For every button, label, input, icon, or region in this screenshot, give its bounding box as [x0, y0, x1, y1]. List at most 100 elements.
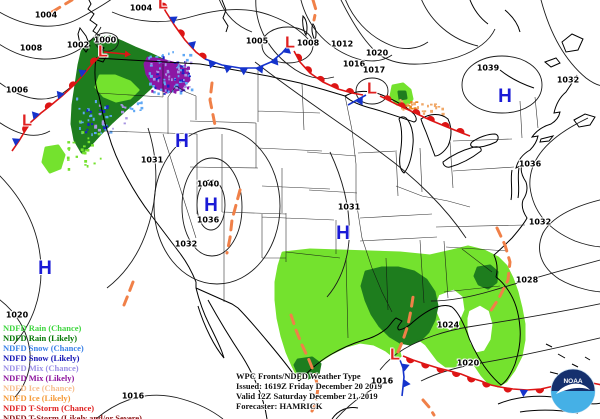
speckle-ice_chance: [441, 112, 445, 116]
speckle-snow_likely: [167, 84, 170, 88]
trough-line: [311, 0, 318, 22]
speckle-mix_chance: [155, 70, 158, 73]
low-pressure-symbol: L: [367, 80, 377, 98]
speckle-mix_chance: [185, 69, 189, 72]
cold-front-pip: [401, 363, 410, 372]
speckle-mix_chance: [184, 60, 187, 64]
pressure-label: 1039: [476, 63, 500, 73]
speckle-ice_chance: [406, 103, 410, 107]
speckle-snow_chance: [94, 100, 97, 104]
speckle-snow_chance: [104, 127, 108, 131]
legend-item: NDFD Rain (Likely): [3, 333, 78, 343]
speckle-mix_chance: [177, 70, 180, 74]
cold-front-pip: [169, 16, 178, 25]
speckle-snow_likely: [99, 109, 102, 112]
speckle-mix_chance: [98, 104, 101, 107]
cold-front-pip: [78, 69, 87, 78]
speckle-snow_chance: [189, 53, 193, 57]
precip-rain_likely: [473, 264, 499, 290]
speckle-rain_chance: [66, 156, 70, 159]
pressure-label: 1017: [362, 65, 386, 75]
pressure-label: 1036: [196, 215, 220, 225]
speckle-mix_chance: [112, 127, 114, 130]
pressure-label: 1020: [456, 358, 480, 368]
speckle-snow_chance: [168, 52, 170, 56]
pressure-label: 1004: [129, 3, 153, 13]
speckle-snow_likely: [87, 122, 90, 126]
speckle-snow_chance: [109, 115, 112, 117]
speckle-snow_chance: [167, 90, 170, 93]
cold-front-pip: [402, 379, 411, 388]
speckle-mix_likely: [175, 65, 178, 68]
speckle-snow_chance: [79, 127, 81, 130]
speckle-rain_chance: [86, 149, 90, 152]
speckle-mix_chance: [166, 69, 169, 73]
speckle-snow_likely: [86, 128, 89, 131]
speckle-mix_likely: [165, 78, 169, 81]
speckle-snow_chance: [176, 66, 179, 69]
speckle-mix_chance: [167, 78, 170, 81]
cold-front-pip: [355, 96, 363, 106]
speckle-snow_likely: [188, 75, 191, 78]
speckle-mix_likely: [151, 89, 154, 93]
speckle-rain_chance: [78, 120, 82, 123]
speckle-mix_likely: [156, 86, 160, 90]
legend-item: NDFD Rain (Chance): [3, 323, 82, 333]
speckle-mix_chance: [124, 106, 127, 109]
speckle-mix_likely: [181, 88, 185, 91]
cold-front-pip: [11, 138, 21, 146]
speckle-snow_chance: [140, 106, 144, 110]
speckle-snow_chance: [89, 115, 91, 118]
speckle-snow_chance: [159, 67, 161, 70]
speckle-snow_likely: [181, 69, 185, 72]
speckle-mix_likely: [184, 64, 186, 67]
speckle-snow_chance: [157, 92, 160, 96]
speckle-snow_chance: [105, 115, 109, 119]
pressure-label: 1032: [528, 217, 552, 227]
speckle-rain_chance: [87, 140, 91, 144]
speckle-snow_chance: [148, 57, 151, 60]
speckle-ice_chance: [421, 110, 424, 113]
pressure-label: 1002: [66, 40, 90, 50]
speckle-mix_chance: [97, 128, 101, 132]
warm-front-pip: [316, 75, 325, 83]
speckle-snow_chance: [109, 130, 113, 134]
speckle-snow_likely: [163, 93, 166, 95]
pressure-label: 1032: [174, 239, 198, 249]
speckle-ice_chance: [411, 104, 414, 106]
pressure-label: 1040: [196, 179, 220, 189]
warm-front-pip: [44, 102, 53, 110]
speckle-snow_likely: [106, 107, 109, 110]
low-pressure-symbol: L: [158, 0, 168, 13]
warm-front-pip: [68, 81, 77, 89]
pressure-label: 1004: [34, 10, 58, 20]
cold-front-pip: [255, 65, 264, 74]
speckle-mix_chance: [171, 78, 173, 82]
speckle-snow_chance: [90, 114, 93, 117]
warm-front-pip: [482, 381, 491, 388]
precipitation-speckles: [66, 51, 445, 171]
cold-front-pip: [270, 57, 279, 66]
speckle-mix_chance: [101, 120, 105, 123]
speckle-snow_chance: [163, 81, 166, 84]
speckle-ice_chance: [413, 102, 416, 106]
speckle-snow_chance: [153, 91, 156, 94]
pressure-label: 1036: [518, 159, 542, 169]
speckle-mix_chance: [94, 124, 98, 127]
speckle-snow_likely: [180, 65, 183, 68]
speckle-mix_likely: [177, 82, 179, 84]
speckle-mix_chance: [152, 77, 156, 81]
speckle-snow_chance: [129, 106, 132, 110]
pressure-label: 1016: [370, 376, 394, 386]
speckle-snow_chance: [140, 101, 143, 105]
speckle-mix_likely: [154, 70, 157, 74]
legend-item: NDFD Snow (Chance): [3, 343, 84, 353]
speckle-mix_chance: [179, 89, 182, 92]
speckle-mix_chance: [183, 85, 187, 89]
cold-front-pip: [239, 68, 249, 76]
speckle-rain_chance: [84, 164, 87, 166]
speckle-snow_chance: [159, 88, 163, 91]
trough-line: [122, 280, 135, 307]
noaa-logo-text: NOAA: [563, 378, 582, 385]
